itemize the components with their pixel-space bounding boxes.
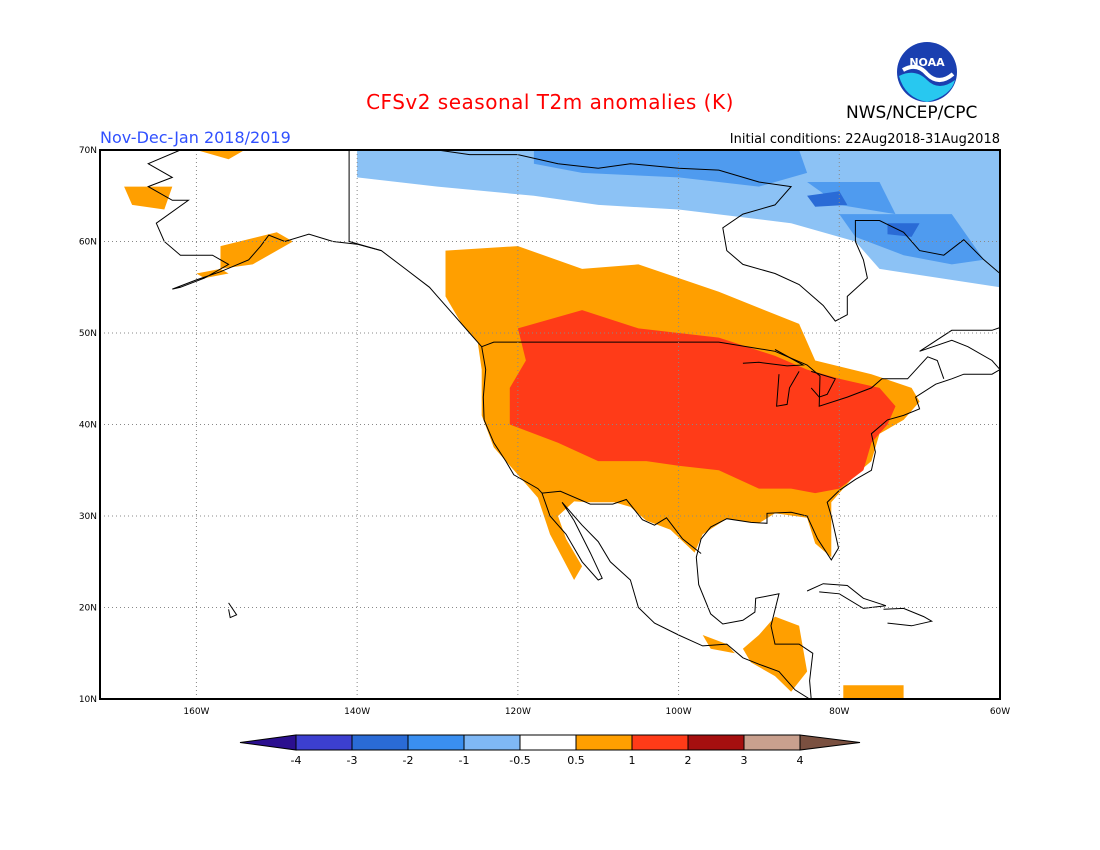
warm-anomaly-seward: [124, 186, 173, 210]
color-legend: -4 -3 -2 -1 -0.5 0.5 1 2 3 4: [239, 734, 861, 767]
svg-text:NOAA: NOAA: [909, 56, 945, 69]
legend-swatch: [687, 734, 745, 751]
warm-anomaly-north-alaska: [196, 150, 245, 160]
anomaly-shading: [124, 150, 1000, 699]
map-frame: [99, 149, 1001, 700]
legend-swatch: [631, 734, 689, 751]
warm-anomaly-core: [509, 310, 896, 494]
lat-label: 50N: [79, 329, 97, 339]
map-title: CFSv2 seasonal T2m anomalies (K): [366, 90, 734, 114]
cool-anomaly-strong: [807, 191, 848, 207]
alaska-coast: [147, 150, 382, 290]
lake-michigan: [776, 371, 800, 407]
warm-anomaly-oaxaca: [702, 635, 735, 654]
cuba: [806, 583, 887, 609]
legend-tick-label: -4: [291, 754, 302, 767]
legend-tick-label: -2: [403, 754, 414, 767]
lake-superior: [742, 349, 805, 367]
lon-label: 100W: [666, 707, 692, 717]
lat-label: 40N: [79, 421, 97, 431]
lon-label: 80W: [829, 707, 849, 717]
legend-swatch: [463, 734, 521, 751]
legend-tick-label: 2: [685, 754, 692, 767]
legend-tick-label: 0.5: [567, 754, 585, 767]
west-coast: [348, 150, 810, 699]
agency-label: NWS/NCEP/CPC: [846, 103, 978, 123]
us-canada-border: [481, 341, 945, 407]
noaa-logo: NOAA: [897, 42, 957, 102]
legend-swatch: [351, 734, 409, 751]
lat-label: 30N: [79, 512, 97, 522]
initial-conditions: Initial conditions: 22Aug2018-31Aug2018: [729, 132, 1000, 147]
lon-label: 60W: [990, 707, 1010, 717]
hispaniola: [883, 607, 934, 627]
legend-swatch: [575, 734, 633, 751]
cool-anomaly-strong-2: [887, 223, 920, 237]
lat-label: 20N: [79, 604, 97, 614]
legend-swatch: [519, 734, 577, 751]
east-coast: [437, 150, 1000, 699]
forecast-period: Nov-Dec-Jan 2018/2019: [100, 128, 291, 147]
lat-label: 60N: [79, 238, 97, 248]
longitude-labels: 160W 140W 120W 100W 80W 60W: [183, 707, 1010, 717]
legend-swatch: [295, 734, 353, 751]
warm-anomaly-colombia: [843, 685, 904, 699]
lon-label: 160W: [183, 707, 209, 717]
legend-tick-label: -0.5: [509, 754, 530, 767]
lake-huron: [810, 370, 837, 398]
legend-tick-label: -1: [459, 754, 470, 767]
legend-arrow-high: [799, 734, 861, 751]
legend-tick-label: -3: [347, 754, 358, 767]
warm-anomaly-central-america: [742, 616, 808, 692]
cool-anomaly-baffin: [807, 182, 896, 215]
legend-swatch: [407, 734, 465, 751]
latitude-labels: 70N 60N 50N 40N 30N 20N 10N: [79, 146, 97, 705]
lon-label: 140W: [344, 707, 370, 717]
lon-label: 120W: [505, 707, 531, 717]
legend-tick-label: 3: [741, 754, 748, 767]
legend-tick-label: 1: [629, 754, 636, 767]
legend-tick-label: 4: [797, 754, 804, 767]
lat-label: 10N: [79, 695, 97, 705]
coastlines: [147, 150, 1000, 699]
legend-arrow-low: [239, 734, 297, 751]
hawaii: [228, 602, 238, 619]
legend-swatch: [743, 734, 801, 751]
lat-label: 70N: [79, 146, 97, 156]
cool-anomaly-arctic: [533, 150, 808, 187]
us-mexico-border: [541, 490, 702, 554]
